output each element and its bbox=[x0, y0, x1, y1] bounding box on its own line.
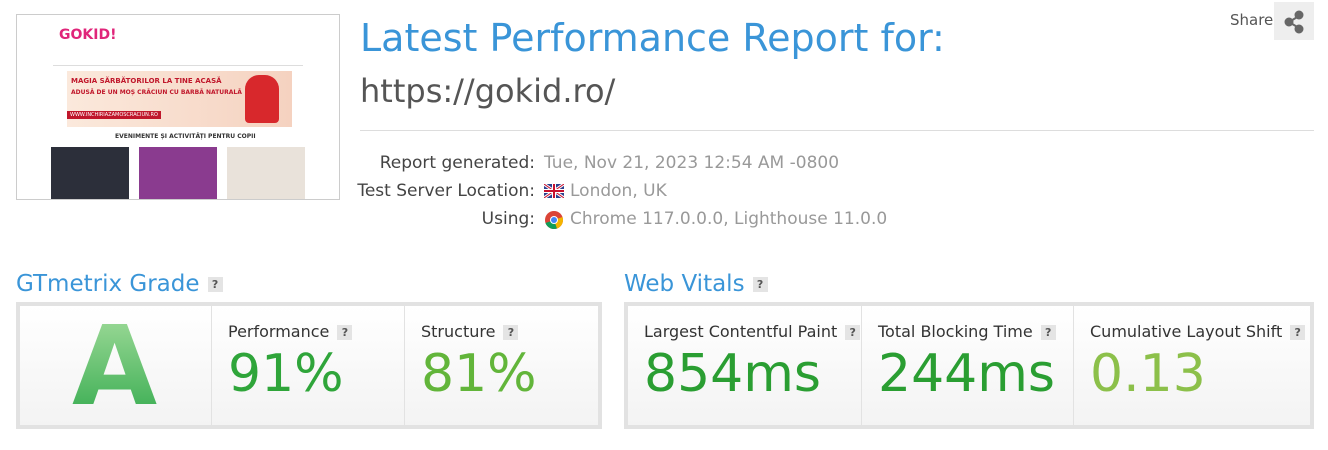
metric-value: 854ms bbox=[644, 344, 821, 404]
divider bbox=[360, 130, 1314, 131]
section-title-text: GTmetrix Grade bbox=[16, 271, 200, 297]
help-icon[interactable]: ? bbox=[207, 277, 223, 292]
help-icon[interactable]: ? bbox=[752, 277, 768, 292]
metric-label-text: Performance bbox=[228, 322, 330, 341]
uk-flag bbox=[544, 184, 564, 198]
thumb-image bbox=[227, 147, 305, 199]
section-title: GTmetrix Grade? bbox=[16, 271, 223, 297]
help-icon[interactable]: ? bbox=[1290, 325, 1306, 340]
metric-value: 0.13 bbox=[1090, 344, 1206, 404]
metric-label: Structure? bbox=[421, 322, 519, 341]
help-icon[interactable]: ? bbox=[503, 325, 519, 340]
meta-value: Chrome 117.0.0.0, Lighthouse 11.0.0 bbox=[570, 209, 888, 229]
thumb-logo: GOKID! bbox=[59, 27, 117, 43]
meta-label: Report generated: bbox=[379, 153, 535, 173]
share-button[interactable] bbox=[1274, 2, 1314, 40]
metric-label: Largest Contentful Paint? bbox=[644, 322, 861, 341]
share-label: Share bbox=[1230, 11, 1274, 29]
metric-cell: Largest Contentful Paint? 854ms bbox=[628, 306, 862, 425]
thumbnail: GOKID! MAGIA SĂRBĂTORILOR LA TINE ACASĂ … bbox=[16, 14, 340, 200]
thumb-section: EVENIMENTE ȘI ACTIVITĂȚI PENTRU COPII bbox=[115, 133, 256, 140]
help-icon[interactable]: ? bbox=[337, 325, 353, 340]
grade-cell: A bbox=[20, 302, 212, 430]
metric-cell: Performance? 91% bbox=[212, 306, 405, 425]
share-icon bbox=[1284, 10, 1304, 34]
grade-box: A Performance? 91% Structure? 81% bbox=[16, 302, 602, 430]
section-title: Web Vitals? bbox=[624, 271, 768, 297]
thumb-image bbox=[139, 147, 217, 199]
metric-value: 91% bbox=[228, 344, 344, 404]
thumb-banner-link: WWW.INCHIRIAZAMOSCRACIUN.RO bbox=[67, 111, 161, 119]
metric-value: 244ms bbox=[878, 344, 1055, 404]
section-title-text: Web Vitals bbox=[624, 271, 745, 297]
report-title: Latest Performance Report for: bbox=[360, 16, 945, 60]
thumb-banner: MAGIA SĂRBĂTORILOR LA TINE ACASĂ ADUSĂ D… bbox=[67, 71, 292, 127]
meta-value: Tue, Nov 21, 2023 12:54 AM -0800 bbox=[544, 153, 840, 173]
metric-cell: Cumulative Layout Shift? 0.13 bbox=[1074, 306, 1310, 425]
meta-label: Test Server Location: bbox=[357, 181, 535, 201]
metric-label-text: Largest Contentful Paint bbox=[644, 322, 838, 341]
metric-label-text: Total Blocking Time bbox=[878, 322, 1033, 341]
metric-cell: Total Blocking Time? 244ms bbox=[862, 306, 1074, 425]
metric-cell: Structure? 81% bbox=[405, 306, 598, 425]
report-url: https://gokid.ro/ bbox=[360, 72, 616, 110]
thumb-banner-line: MAGIA SĂRBĂTORILOR LA TINE ACASĂ bbox=[71, 77, 222, 85]
meta-value: London, UK bbox=[570, 181, 667, 201]
chrome-icon bbox=[545, 211, 564, 230]
thumb-banner-line: ADUSĂ DE UN MOȘ CRĂCIUN CU BARBĂ NATURAL… bbox=[71, 89, 242, 96]
metric-label: Total Blocking Time? bbox=[878, 322, 1056, 341]
vitals-box: Largest Contentful Paint? 854ms Total Bl… bbox=[624, 302, 1314, 429]
thumb-santa bbox=[245, 75, 279, 123]
help-icon[interactable]: ? bbox=[1040, 325, 1056, 340]
thumb-image bbox=[51, 147, 129, 199]
grade-letter: A bbox=[72, 302, 158, 430]
help-icon[interactable]: ? bbox=[845, 325, 861, 340]
metric-label: Performance? bbox=[228, 322, 353, 341]
meta-label: Using: bbox=[481, 209, 535, 229]
metric-label: Cumulative Layout Shift? bbox=[1090, 322, 1306, 341]
metric-label-text: Cumulative Layout Shift bbox=[1090, 322, 1283, 341]
metric-label-text: Structure bbox=[421, 322, 496, 341]
thumb-nav bbox=[53, 57, 303, 66]
metric-value: 81% bbox=[421, 344, 537, 404]
